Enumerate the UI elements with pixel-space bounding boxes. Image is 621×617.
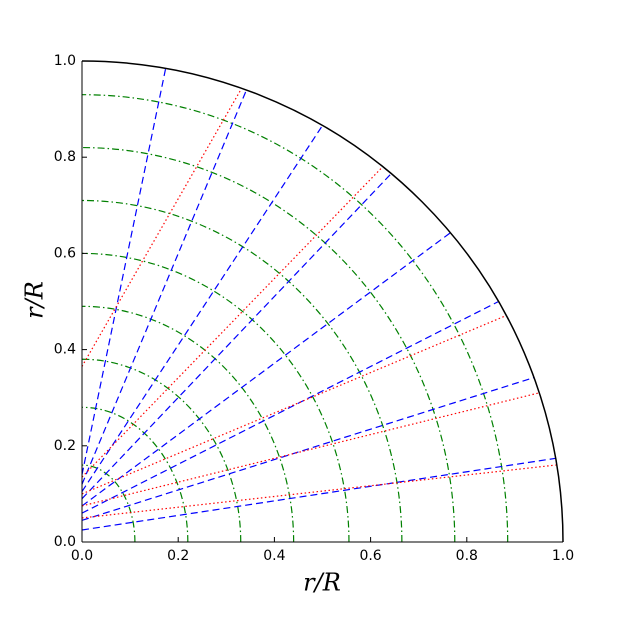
arc	[81, 358, 242, 543]
line	[81, 464, 556, 519]
line	[81, 89, 248, 485]
arc	[81, 199, 403, 543]
arc	[81, 146, 456, 543]
x-tick-label: 0.0	[71, 548, 93, 564]
y-tick-label: 1.0	[54, 53, 76, 69]
y-tick-label: 0.4	[54, 342, 76, 358]
line	[81, 300, 499, 514]
y-axis-title: r/R	[21, 281, 49, 319]
x-axis-title: r/R	[303, 569, 341, 597]
line	[81, 173, 392, 500]
x-tick-label: 1.0	[552, 548, 574, 564]
y-tick-label: 0.0	[54, 534, 76, 550]
arc	[81, 305, 295, 543]
x-tick-label: 0.6	[359, 548, 381, 564]
x-tick-label: 0.8	[456, 548, 478, 564]
line	[81, 315, 506, 495]
line	[81, 89, 242, 367]
y-tick-label: 0.6	[54, 245, 76, 261]
y-tick-label: 0.8	[54, 149, 76, 165]
line	[81, 457, 556, 531]
y-tick-label: 0.2	[54, 438, 76, 454]
arc	[81, 252, 350, 543]
x-tick-label: 0.2	[167, 548, 189, 564]
line	[81, 376, 535, 521]
arc	[81, 464, 136, 543]
line	[81, 232, 451, 507]
boundary-circle	[81, 60, 564, 543]
arc	[81, 94, 509, 543]
line	[81, 392, 540, 507]
x-tick-label: 0.4	[263, 548, 285, 564]
line	[81, 68, 167, 475]
line	[81, 125, 324, 492]
line	[81, 166, 384, 478]
arc	[81, 406, 189, 543]
